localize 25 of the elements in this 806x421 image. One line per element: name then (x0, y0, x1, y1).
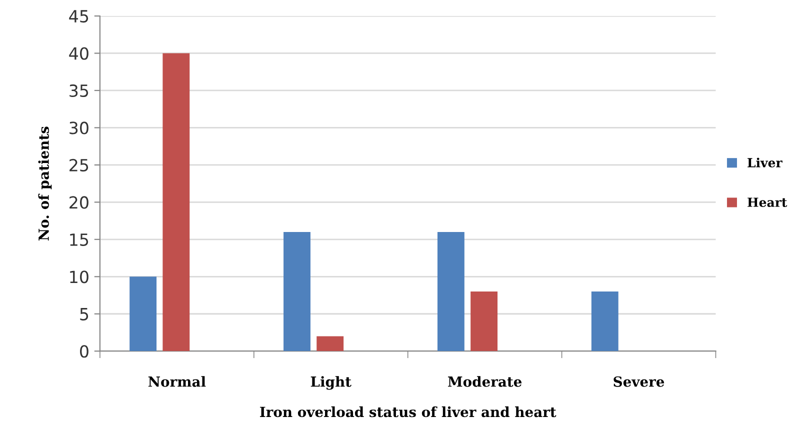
legend-label: Heart (748, 198, 788, 207)
y-tick-label: 20 (70, 196, 88, 209)
x-tick-label: Moderate (448, 376, 522, 387)
y-tick-label: 25 (70, 158, 88, 172)
y-tick-label: 15 (70, 234, 88, 246)
y-tick-label: 40 (69, 47, 88, 60)
y-axis-title: No. of patients (38, 126, 52, 240)
y-tick-label: 10 (70, 270, 88, 284)
y-tick-label: 5 (80, 308, 88, 320)
y-tick-label: 30 (70, 122, 88, 134)
x-tick-label: Severe (614, 376, 664, 387)
y-tick-label: 45 (69, 10, 88, 23)
y-tick-label: 35 (70, 84, 88, 98)
bar (437, 232, 464, 352)
x-axis-title: Iron overload status of liver and heart (260, 406, 556, 418)
bar (591, 292, 618, 352)
bar (316, 336, 344, 352)
legend-label: Liver (748, 158, 782, 168)
x-tick-label: Light (310, 376, 352, 390)
bar (284, 232, 310, 352)
x-tick-label: Normal (148, 376, 206, 387)
bar (130, 276, 157, 352)
y-tick-label: 0 (80, 345, 88, 358)
bar (162, 53, 190, 352)
bar (470, 292, 498, 352)
